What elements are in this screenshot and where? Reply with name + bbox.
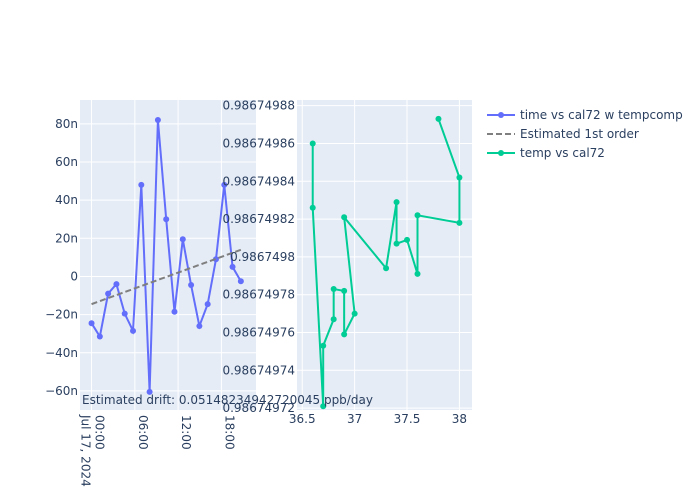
point-temp [351,310,358,317]
point-temp [435,115,442,122]
y-tick-label: 0.9867497​2 [222,401,295,415]
point-temp [320,342,327,349]
point-time [212,256,219,263]
y-tick-label: 0.98674976 [222,326,295,340]
x-tick-label: 37 [347,412,362,426]
point-temp [330,286,337,293]
y-tick-label: 0.98674988 [222,99,295,113]
point-temp [414,270,421,277]
point-time [105,290,112,297]
legend-label-temp: temp vs cal72 [520,146,605,160]
point-temp [309,204,316,211]
x-tick-label: 12:00 [179,415,193,450]
point-time [163,216,170,223]
legend-label-time: time vs cal72 w tempcomp [520,108,683,122]
point-temp [404,236,411,243]
x-tick-date-label: Jul 17, 2024 [79,414,93,487]
y-tick-label: −60n [45,384,78,398]
drift-annotation: Estimated drift: 0.05148234942720045 ppb… [82,393,373,407]
legend[interactable]: time vs cal72 w tempcomp Estimated 1st o… [487,108,683,160]
series-left [88,117,244,395]
x-tick-label: 18:00 [222,415,236,450]
y-tick-label: 60n [55,155,78,169]
x-tick-label: 00:00 [93,415,107,450]
legend-item-drift[interactable]: Estimated 1st order [487,127,639,141]
y-tick-label: 0.98674986 [222,136,295,150]
legend-item-temp[interactable]: temp vs cal72 [487,146,605,160]
series-right [309,115,463,410]
point-time [96,333,103,340]
point-time [154,117,161,124]
y-tick-label: 20n [55,231,78,245]
y-tick-label: 0.98674984 [222,174,295,188]
point-temp [341,287,348,294]
point-time [113,281,120,288]
point-temp [456,219,463,226]
subplot-temp: 0.9867497​2 0.98674974 0.98674976 0.9867497… [222,99,472,426]
point-time [146,388,153,395]
point-time [171,308,178,315]
x-axis-right: 36.5 37 37.5 38 [289,412,467,426]
point-temp [414,212,421,219]
x-tick-label: 37.5 [394,412,421,426]
point-temp [456,174,463,181]
point-time [221,181,228,188]
point-temp [341,331,348,338]
point-temp [330,316,337,323]
point-time [130,327,137,334]
point-temp [383,265,390,272]
x-tick-label: 06:00 [136,415,150,450]
point-time [188,282,195,289]
point-time [237,278,244,285]
grid-left [80,100,256,410]
point-temp [309,140,316,147]
y-tick-label: −40n [45,346,78,360]
x-tick-label: 38 [452,412,467,426]
point-time [179,236,186,243]
y-tick-label: −20n [45,308,78,322]
point-temp [393,240,400,247]
legend-label-drift: Estimated 1st order [520,127,639,141]
x-tick-label: 36.5 [289,412,316,426]
point-time [196,323,203,330]
plot-area-right [297,100,472,410]
y-tick-label: 0 [70,269,78,283]
point-time [121,310,128,317]
point-time [138,181,145,188]
y-tick-label: 0.98674974 [222,363,295,377]
point-temp [320,403,327,410]
y-tick-label: 0.98674978 [222,288,295,302]
y-tick-label: 80n [55,117,78,131]
point-temp [393,199,400,206]
y-axis-right: 0.9867497​2 0.98674974 0.98674976 0.9867497… [222,99,295,415]
y-tick-label: 0.98674982 [222,212,295,226]
y-tick-label: 40n [55,193,78,207]
point-time [229,263,236,270]
plot-area-left [80,100,256,410]
y-tick-label: 0.9867498 [230,250,295,264]
legend-item-time[interactable]: time vs cal72 w tempcomp [487,108,683,122]
point-time [204,301,211,308]
point-temp [341,214,348,221]
y-axis-left: −60n −40n −20n 0 20n 40n 60n 80n [45,117,78,398]
point-time [88,320,95,327]
